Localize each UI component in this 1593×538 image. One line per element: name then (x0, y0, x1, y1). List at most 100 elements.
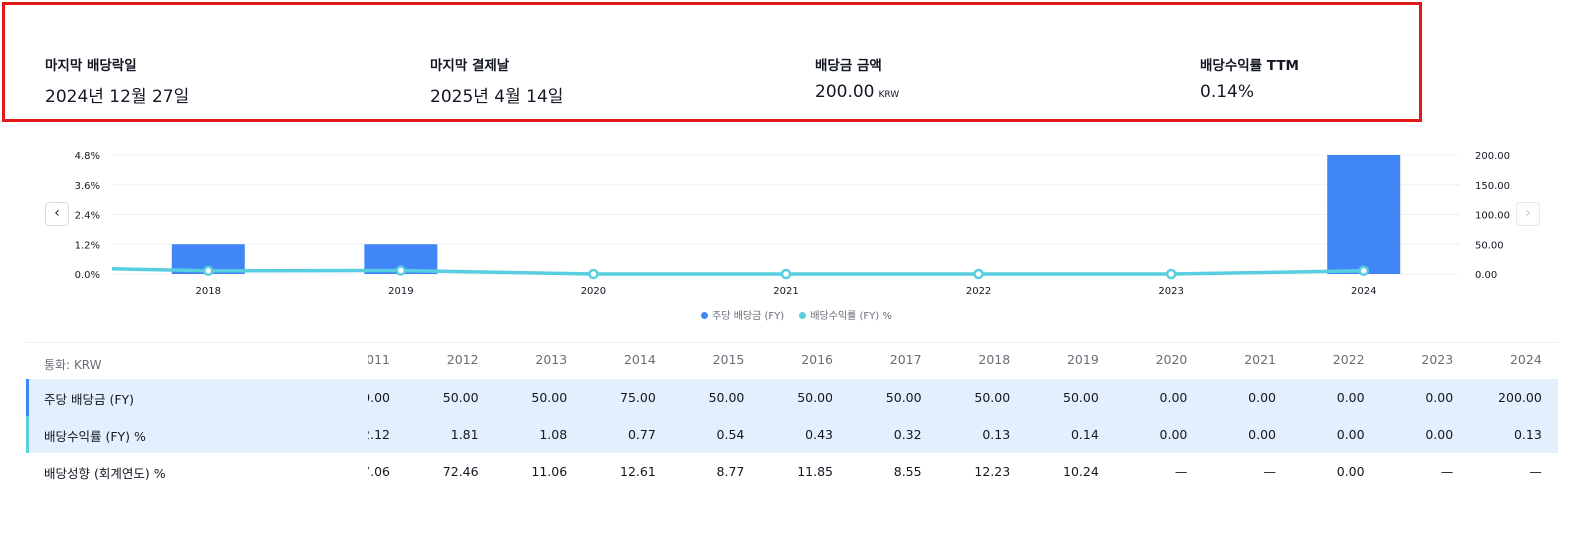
table-cell: 200.00 (1498, 390, 1542, 405)
legend-dot (701, 312, 709, 319)
x-axis-tick-label: 2019 (388, 286, 413, 297)
year-header-cell: 2020 (1155, 352, 1188, 367)
table-cell: 8.77 (716, 464, 745, 479)
year-header-cell: 2018 (978, 352, 1011, 367)
year-header-cell: 2015 (712, 352, 745, 367)
row-label: 주당 배당금 (FY) (44, 392, 135, 407)
stat-amount: 200.00 (815, 82, 875, 102)
table-cell: 0.32 (893, 427, 922, 442)
row-label: 배당수익률 (FY) % (44, 429, 146, 444)
table-cell: 50.00 (368, 390, 390, 405)
chart-prev-button[interactable]: ‹ (45, 202, 69, 226)
right-axis-tick-label: 100.00 (1475, 211, 1510, 222)
year-header-cell: 2013 (535, 352, 568, 367)
table-cell: — (1440, 464, 1454, 479)
right-axis-tick-label: 200.00 (1475, 151, 1510, 162)
table-cell: — (1174, 464, 1188, 479)
x-axis-tick-label: 2022 (966, 286, 991, 297)
table-cell: 2.12 (368, 427, 390, 442)
yield-point (780, 268, 792, 280)
left-axis-tick-label: 1.2% (75, 240, 100, 251)
x-axis-tick-label: 2018 (196, 286, 221, 297)
x-axis-tick-label: 2021 (773, 286, 798, 297)
yield-point (203, 265, 214, 277)
dividend-bar (1327, 155, 1401, 274)
table-cell: 50.00 (442, 390, 479, 405)
table-cell: 0.00 (1159, 390, 1188, 405)
right-axis-tick-label: 50.00 (1475, 240, 1504, 251)
table-cell: 50.00 (797, 390, 833, 405)
table-cell: 50.00 (885, 390, 922, 405)
yield-point (1165, 268, 1177, 280)
year-header-cell: 2016 (801, 352, 833, 367)
highlight-frame (2, 2, 1422, 122)
year-header-cell: 2022 (1332, 352, 1365, 367)
table-cell: 27.06 (368, 464, 390, 479)
table-cell: 11.06 (531, 464, 568, 479)
table-cell: 72.46 (442, 464, 479, 479)
table-cell: 1.81 (450, 427, 479, 442)
x-axis-tick-label: 2023 (1158, 286, 1183, 297)
year-header-cell: 2011 (368, 352, 390, 367)
chart-next-button[interactable]: › (1516, 202, 1540, 226)
yield-line (111, 267, 1364, 276)
row-color-marker (26, 416, 29, 453)
stat-value: 200.00 KRW (815, 82, 899, 102)
table-cell: — (1529, 464, 1542, 479)
table-cell: 0.00 (1336, 390, 1365, 405)
legend-item-yield[interactable]: 배당수익률 (FY) % (799, 311, 892, 322)
legend-label: 주당 배당금 (FY) (712, 311, 785, 322)
table-row: 배당수익률 (FY) % 2.12 1.81 1.08 0.77 0.54 0.43 0.3… (26, 416, 1558, 453)
row-color-marker (26, 379, 29, 416)
table-header-row: 통화: KRW 2011 2012 2013 2014 2015 2016 2017 2018… (26, 342, 1558, 377)
year-header-cell: 2017 (889, 352, 922, 367)
left-axis-tick-label: 3.6% (75, 181, 100, 192)
stat-last-ex-date: 마지막 배당락일 2024년 12월 27일 (45, 54, 189, 107)
x-axis-tick-label: 2020 (581, 286, 606, 297)
year-header-cell: 2021 (1244, 352, 1276, 367)
left-axis-tick-label: 2.4% (75, 211, 100, 222)
table-row: 주당 배당금 (FY) 50.00 50.00 50.00 75.00 50.00 50.… (26, 379, 1558, 416)
year-header-cell: 2014 (623, 352, 656, 367)
chart-legend: 주당 배당금 (FY) 배당수익률 (FY) % (0, 307, 1593, 322)
stat-unit: KRW (878, 90, 900, 100)
yield-point (1358, 265, 1369, 277)
table-cell: — (1263, 464, 1277, 479)
stat-label: 마지막 결제날 (430, 58, 510, 74)
stat-dividend-amount: 배당금 금액 200.00 KRW (815, 54, 899, 102)
dividend-chart: 4.8% 200.00 3.6% 150.00 2.4% 100.00 1.2% 50.00 0… (0, 140, 1593, 340)
year-header-cell: 2019 (1066, 352, 1099, 367)
table-cell: 0.54 (716, 427, 745, 442)
legend-dot (799, 312, 807, 319)
year-header-cell: 2024 (1509, 352, 1542, 367)
legend-label: 배당수익률 (FY) % (810, 311, 892, 322)
table-cell: 0.00 (1336, 427, 1365, 442)
table-cell: 75.00 (620, 390, 656, 405)
table-cell: 50.00 (708, 390, 745, 405)
table-cell: 50.00 (974, 390, 1011, 405)
stat-value: 2024년 12월 27일 (45, 87, 190, 107)
table-cell: 8.55 (893, 464, 922, 479)
row-label: 배당성향 (회계연도) % (44, 466, 166, 481)
table-cell: 1.08 (539, 427, 568, 442)
yield-point (973, 268, 984, 280)
dividend-history-table: 통화: KRW 2011 2012 2013 2014 2015 2016 2017 2018… (26, 342, 1558, 492)
year-header-cell: 2023 (1421, 352, 1454, 367)
stat-label: 배당수익률 TTM (1200, 58, 1299, 74)
table-cell: 0.00 (1425, 390, 1454, 405)
legend-item-dividend[interactable]: 주당 배당금 (FY) (701, 311, 784, 322)
table-cell: 0.13 (982, 427, 1011, 442)
table-cell: 12.61 (620, 464, 656, 479)
table-cell: 0.00 (1248, 390, 1276, 405)
table-cell: 0.00 (1159, 427, 1188, 442)
right-axis-tick-label: 150.00 (1475, 181, 1510, 192)
table-cell: 0.00 (1336, 464, 1365, 479)
stat-value: 2025년 4월 14일 (430, 87, 564, 107)
x-axis-tick-label: 2024 (1351, 286, 1376, 297)
left-axis-tick-label: 0.0% (75, 270, 100, 281)
left-axis-tick-label: 4.8% (75, 151, 100, 162)
table-cell: 11.85 (797, 464, 833, 479)
table-cell: 50.00 (1063, 390, 1099, 405)
chart-canvas: 4.8% 200.00 3.6% 150.00 2.4% 100.00 1.2% 50.00 0… (75, 151, 1510, 297)
yield-point (588, 268, 599, 280)
